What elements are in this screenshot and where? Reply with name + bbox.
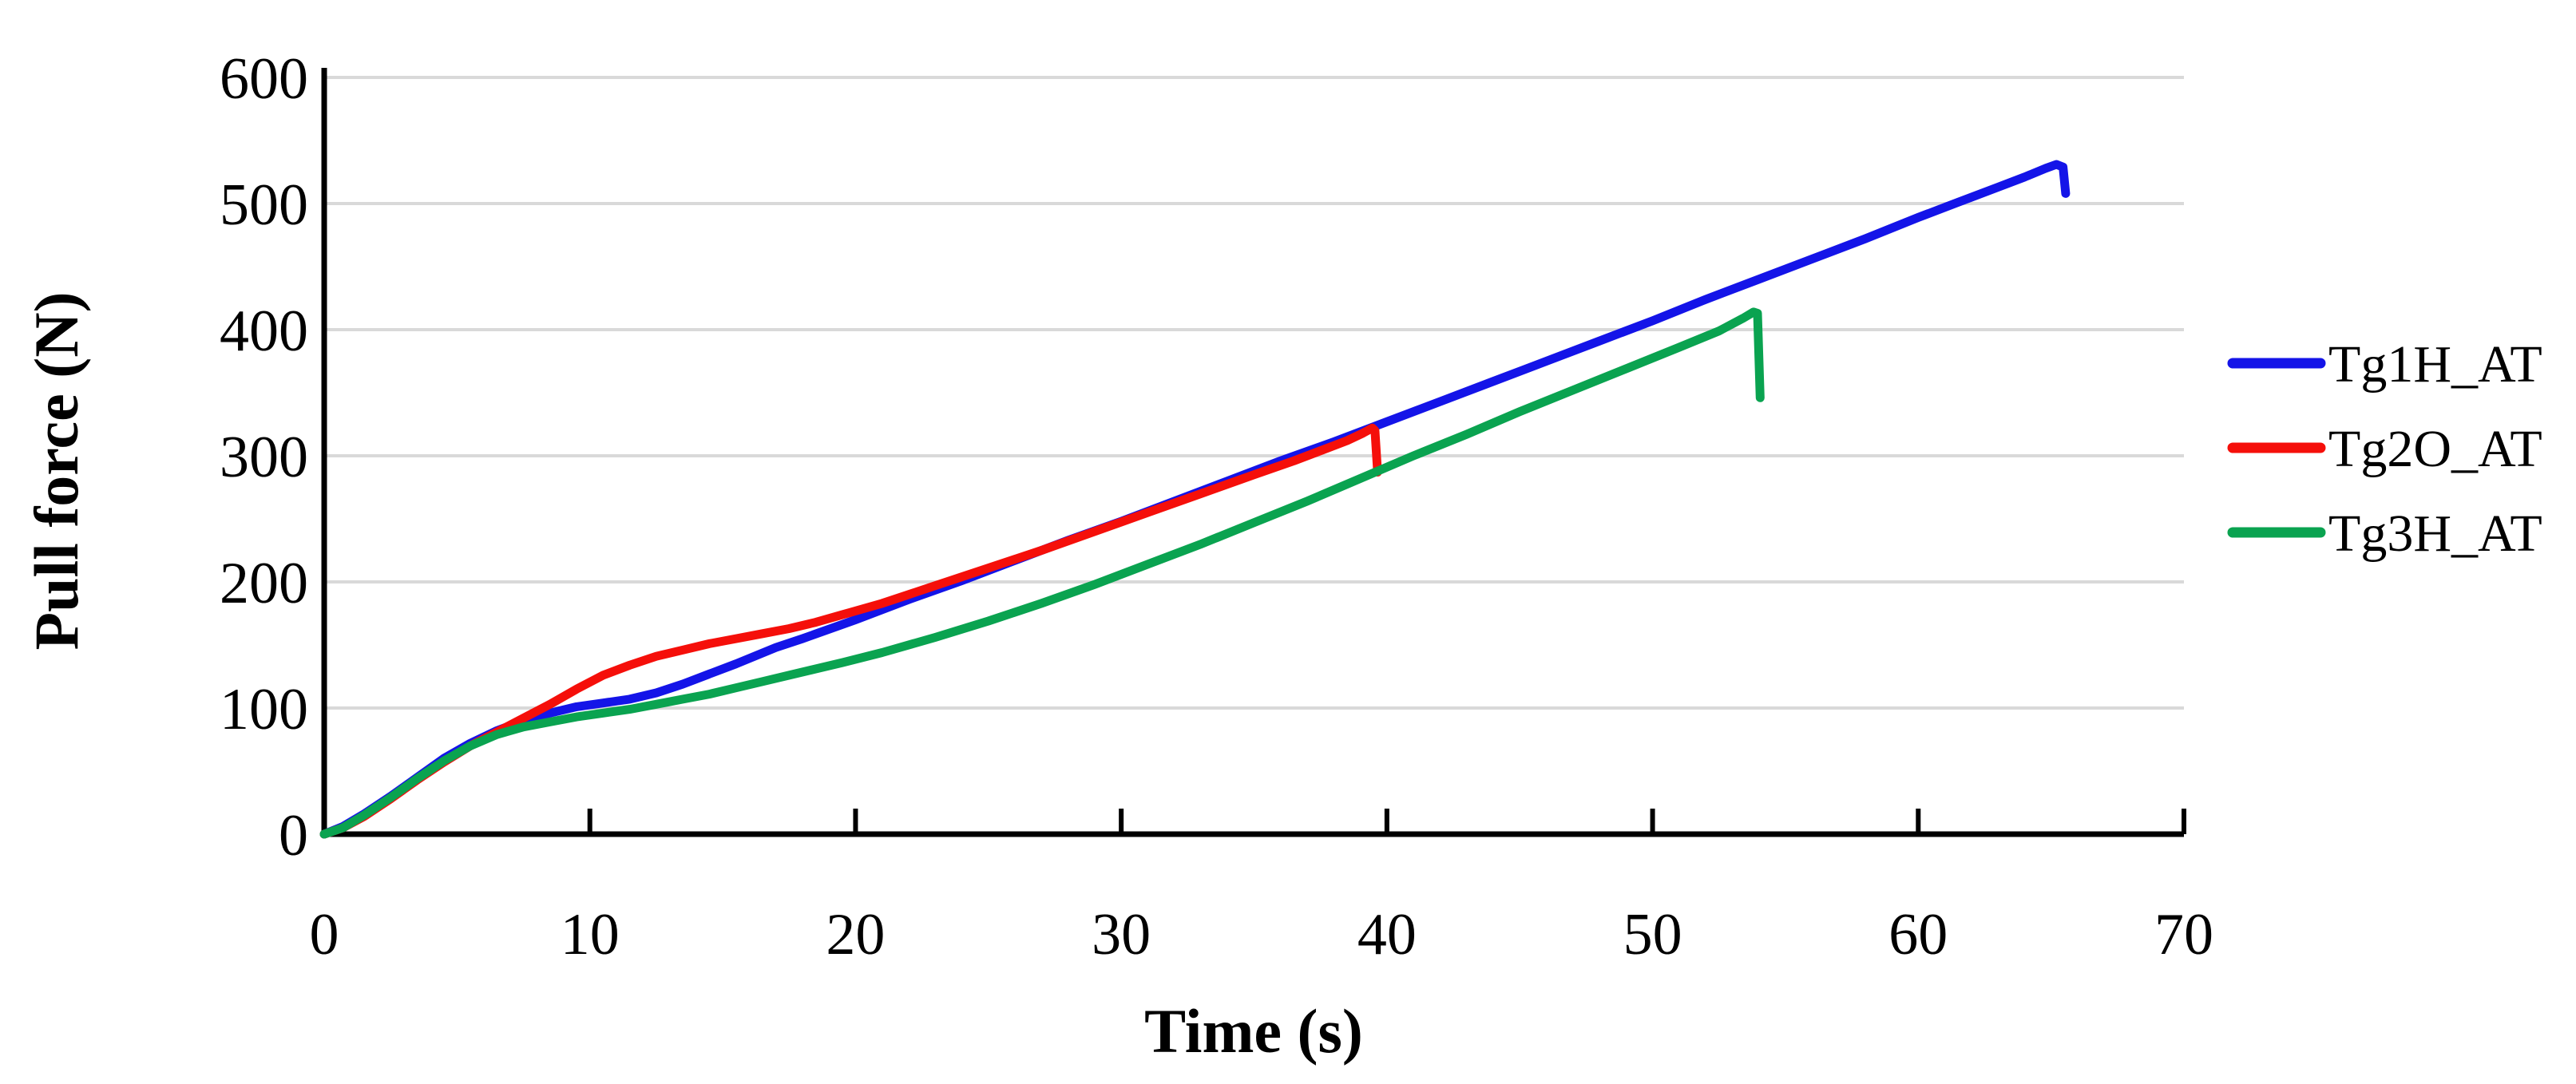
- y-axis-title: Pull force (N): [22, 291, 91, 650]
- y-tick-label-400: 400: [220, 299, 308, 364]
- x-tick-label-0: 0: [310, 902, 339, 967]
- x-axis-tick-labels: 0 10 20 30 40 50 60 70: [310, 902, 2214, 967]
- x-tick-label-30: 30: [1092, 902, 1151, 967]
- y-tick-label-100: 100: [220, 677, 308, 742]
- legend: Tg1H_AT Tg2O_AT Tg3H_AT: [2227, 335, 2542, 563]
- x-tick-label-10: 10: [561, 902, 620, 967]
- x-tick-label-70: 70: [2154, 902, 2213, 967]
- x-axis-title: Time (s): [1144, 996, 1363, 1066]
- legend-item-tg3h-at: Tg3H_AT: [2227, 504, 2542, 563]
- axes: [321, 68, 2184, 837]
- y-axis-tick-labels: 0 100 200 300 400 500 600: [220, 46, 308, 868]
- x-axis-tick-marks: [587, 809, 2186, 834]
- y-tick-label-200: 200: [220, 551, 308, 616]
- series-line-tg3h-at: [319, 307, 1765, 839]
- legend-label: Tg1H_AT: [2328, 335, 2542, 394]
- legend-label: Tg2O_AT: [2328, 420, 2542, 478]
- y-tick-label-300: 300: [220, 425, 308, 490]
- legend-item-tg2o-at: Tg2O_AT: [2227, 420, 2542, 478]
- x-tick-label-60: 60: [1888, 902, 1948, 967]
- y-tick-label-500: 500: [220, 172, 308, 238]
- series-lines: [319, 160, 2071, 839]
- legend-item-tg1h-at: Tg1H_AT: [2227, 335, 2542, 394]
- y-tick-label-0: 0: [279, 803, 308, 868]
- legend-label: Tg3H_AT: [2328, 504, 2542, 563]
- x-tick-label-40: 40: [1357, 902, 1417, 967]
- series-line-tg2o-at: [319, 423, 1382, 839]
- x-tick-label-20: 20: [826, 902, 885, 967]
- horizontal-gridlines: [324, 76, 2184, 710]
- x-tick-label-50: 50: [1623, 902, 1682, 967]
- y-tick-label-600: 600: [220, 46, 308, 112]
